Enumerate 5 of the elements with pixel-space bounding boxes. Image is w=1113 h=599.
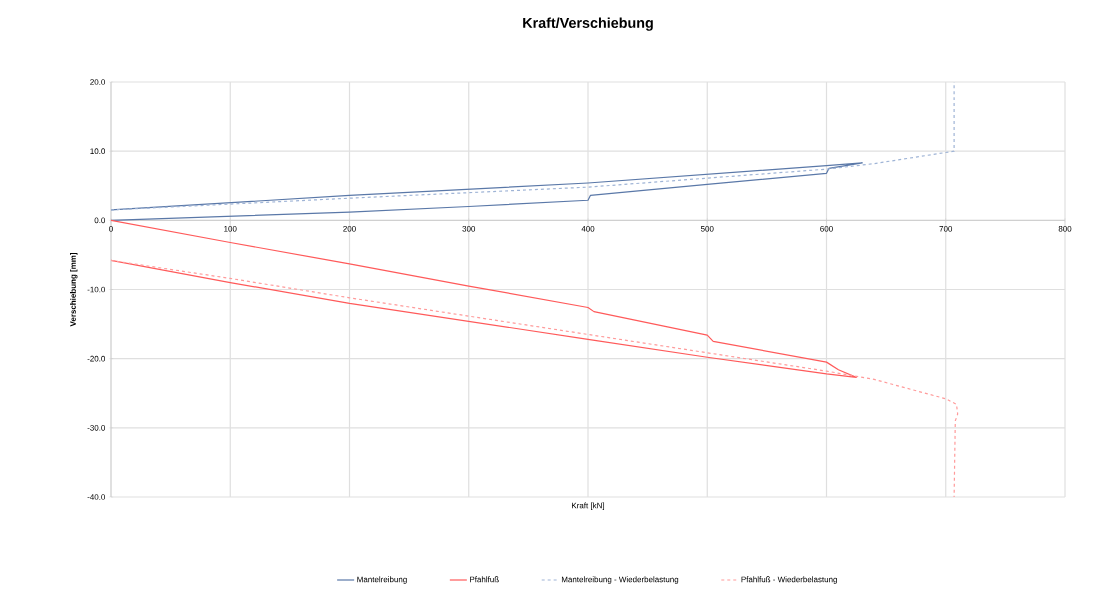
chart-title: Kraft/Verschiebung [523, 17, 653, 31]
line-series [111, 219, 857, 378]
line-series [111, 162, 863, 221]
line-series [111, 82, 955, 211]
line-series [111, 259, 959, 497]
